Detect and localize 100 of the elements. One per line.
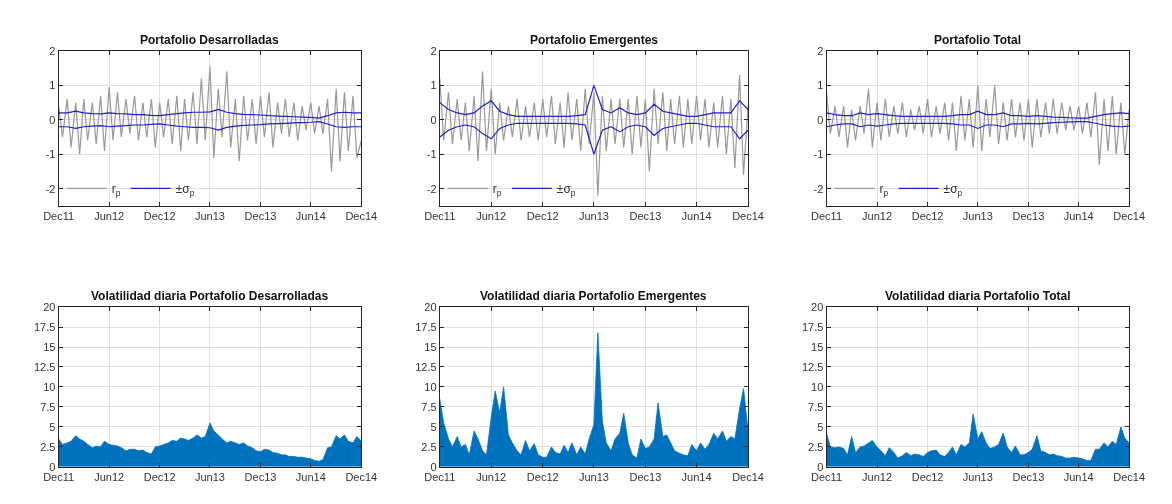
x-tick-label: Jun14 (681, 210, 712, 223)
y-tick-label: 12.5 (34, 360, 56, 373)
x-tick-label: Jun12 (94, 210, 125, 223)
y-tick-label: 1 (817, 79, 824, 92)
x-tick-label: Dec11 (424, 471, 456, 484)
legend-label: r$_{p}$ (111, 182, 121, 198)
y-tick-label: 7.5 (808, 400, 824, 413)
x-tick-label: Dec13 (1012, 210, 1045, 223)
x-tick-label: Dec12 (526, 210, 559, 223)
line-series (826, 110, 1130, 119)
x-tick-label: Dec11 (424, 210, 456, 223)
x-tick-label: Dec13 (244, 210, 277, 223)
x-tick-label: Jun12 (862, 210, 893, 223)
x-tick-label: Dec12 (143, 471, 176, 484)
x-tick-label: Dec13 (1012, 471, 1045, 484)
y-tick-label: 15 (811, 340, 824, 353)
line-series (58, 108, 362, 119)
x-tick-label: Jun13 (578, 210, 609, 223)
x-tick-label: Dec14 (732, 210, 764, 223)
y-tick-label: -2 (45, 182, 56, 195)
x-tick-label: Dec14 (345, 210, 378, 223)
y-tick-label: 12.5 (801, 360, 824, 373)
x-tick-label: Dec12 (526, 471, 559, 484)
line-series (826, 84, 1130, 166)
y-tick-label: -2 (813, 182, 824, 195)
y-tick-label: 2 (430, 44, 437, 57)
y-tick-label: 17.5 (34, 320, 56, 333)
y-tick-label: 15 (424, 340, 437, 353)
chart-title: Portafolio Desarrolladas (140, 33, 280, 47)
line-series (58, 65, 362, 173)
x-tick-label: Jun14 (1063, 210, 1094, 223)
x-tick-label: Jun13 (194, 210, 225, 223)
y-tick-label: -2 (426, 182, 437, 195)
x-tick-label: Dec14 (1113, 471, 1146, 484)
y-tick-label: 7.5 (421, 400, 437, 413)
y-tick-label: 0 (817, 460, 824, 473)
chart-title: Volatilidad diaria Portafolio Desarrolladas (91, 289, 329, 303)
y-tick-label: 17.5 (415, 320, 437, 333)
y-tick-label: 17.5 (801, 320, 824, 333)
y-tick-label: 5 (817, 420, 824, 433)
y-tick-label: 15 (43, 340, 56, 353)
line-series (58, 120, 362, 131)
chart-title: Portafolio Emergentes (530, 33, 659, 47)
x-tick-label: Dec13 (629, 471, 662, 484)
y-tick-label: 12.5 (415, 360, 437, 373)
legend-label: ±σ$_{p}$ (175, 182, 195, 198)
y-tick-label: 10 (43, 380, 56, 393)
legend-label: ±σ$_{p}$ (556, 182, 576, 198)
y-tick-label: -1 (426, 148, 437, 161)
x-tick-label: Jun13 (962, 471, 993, 484)
line-series (439, 84, 749, 117)
y-tick-label: 20 (43, 300, 56, 313)
y-tick-label: 1 (430, 79, 437, 92)
y-tick-label: -1 (813, 148, 824, 161)
y-tick-label: -1 (45, 148, 56, 161)
x-tick-label: Jun12 (862, 471, 893, 484)
y-tick-label: 0 (49, 113, 56, 126)
y-tick-label: 2 (49, 44, 56, 57)
y-tick-label: 0 (49, 460, 56, 473)
legend-label: ±σ$_{p}$ (943, 182, 963, 198)
x-tick-label: Jun14 (295, 471, 326, 484)
x-tick-label: Jun12 (476, 210, 507, 223)
x-tick-label: Jun13 (578, 471, 609, 484)
line-series (439, 70, 749, 197)
x-tick-label: Jun14 (1063, 471, 1094, 484)
y-tick-label: 20 (811, 300, 824, 313)
y-tick-label: 2.5 (421, 440, 437, 453)
y-tick-label: 5 (430, 420, 437, 433)
legend-label: r$_{p}$ (879, 182, 889, 198)
y-tick-label: 0 (430, 460, 437, 473)
x-tick-label: Jun13 (194, 471, 225, 484)
x-tick-label: Dec12 (143, 210, 176, 223)
y-tick-label: 2 (817, 44, 824, 57)
y-tick-label: 20 (424, 300, 437, 313)
chart-title: Volatilidad diaria Portafolio Emergentes (480, 289, 707, 303)
x-tick-label: Jun12 (94, 471, 125, 484)
y-tick-label: 7.5 (40, 400, 56, 413)
x-tick-label: Jun12 (476, 471, 507, 484)
x-tick-label: Dec14 (732, 471, 764, 484)
y-tick-label: 5 (49, 420, 56, 433)
x-tick-label: Dec13 (244, 471, 277, 484)
x-tick-label: Dec12 (911, 471, 944, 484)
y-tick-label: 0 (430, 113, 437, 126)
x-tick-label: Jun13 (962, 210, 993, 223)
x-tick-label: Dec11 (811, 210, 843, 223)
x-tick-label: Dec14 (345, 471, 378, 484)
x-tick-label: Dec13 (629, 210, 662, 223)
line-series (439, 122, 749, 155)
x-tick-label: Jun14 (295, 210, 326, 223)
x-tick-label: Dec11 (43, 471, 75, 484)
x-tick-label: Dec11 (811, 471, 843, 484)
x-tick-label: Dec14 (1113, 210, 1146, 223)
y-tick-label: 2.5 (40, 440, 56, 453)
y-tick-label: 10 (424, 380, 437, 393)
y-tick-label: 1 (49, 79, 56, 92)
y-tick-label: 2.5 (808, 440, 824, 453)
x-tick-label: Dec12 (911, 210, 944, 223)
chart-title: Volatilidad diaria Portafolio Total (885, 289, 1071, 303)
chart-title: Portafolio Total (934, 33, 1022, 47)
line-series (826, 120, 1130, 130)
